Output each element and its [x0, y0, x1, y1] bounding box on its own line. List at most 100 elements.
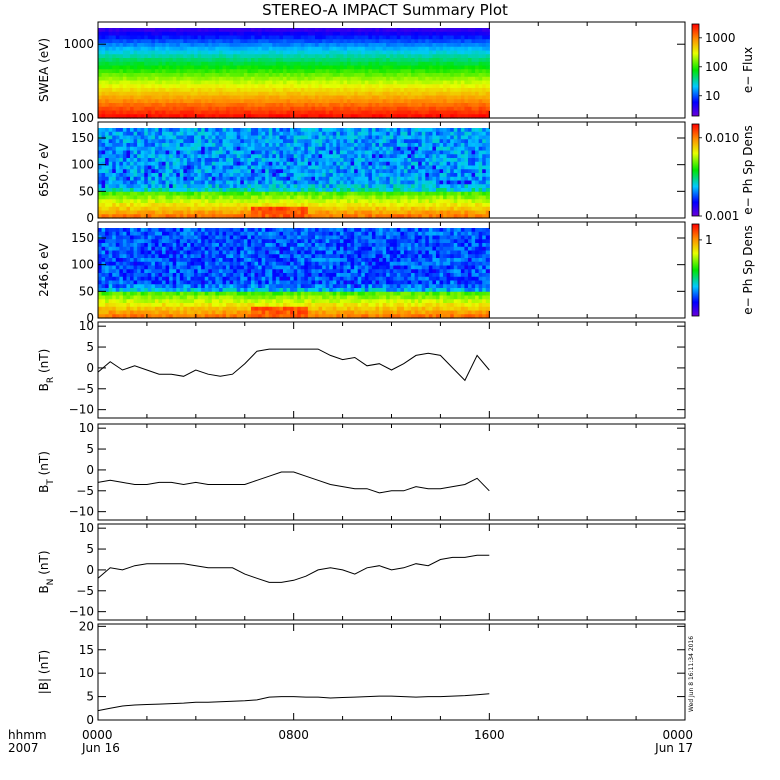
heatmap-cell [144, 58, 149, 63]
heatmap-cell [101, 158, 106, 163]
heatmap-cell [215, 39, 220, 44]
heatmap-cell [382, 114, 387, 119]
heatmap-cell [126, 69, 131, 74]
heatmap-cell [293, 43, 298, 48]
heatmap-cell [169, 188, 174, 193]
heatmap-cell [453, 80, 458, 85]
heatmap-cell [414, 206, 419, 212]
heatmap-cell [300, 161, 305, 167]
heatmap-cell [403, 188, 409, 193]
heatmap-cell [350, 54, 355, 59]
heatmap-cell [261, 31, 266, 37]
heatmap-cell [418, 80, 423, 85]
heatmap-cell [339, 146, 345, 152]
heatmap-cell [201, 150, 206, 155]
heatmap-cell [275, 61, 281, 67]
heatmap-cell [453, 39, 458, 44]
heatmap-cell [190, 210, 195, 215]
heatmap-cell [133, 169, 138, 174]
heatmap-cell [343, 31, 348, 37]
heatmap-cell [347, 146, 352, 152]
heatmap-cell [389, 69, 394, 74]
heatmap-cell [233, 146, 238, 152]
heatmap-cell [179, 180, 184, 185]
heatmap-cell [336, 195, 341, 200]
heatmap-cell [361, 69, 366, 74]
heatmap-cell [368, 43, 373, 48]
heatmap-cell [115, 106, 120, 112]
heatmap-cell [254, 54, 259, 59]
heatmap-cell [165, 195, 170, 200]
heatmap-cell [350, 154, 355, 159]
heatmap-cell [336, 176, 341, 182]
heatmap-cell [183, 199, 188, 204]
heatmap-cell [414, 169, 419, 174]
heatmap-cell [130, 99, 135, 104]
heatmap-cell [403, 54, 409, 59]
heatmap-cell [293, 73, 298, 78]
heatmap-cell [169, 110, 174, 115]
heatmap-cell [186, 150, 192, 155]
heatmap-cell [229, 210, 234, 215]
heatmap-cell [467, 76, 473, 82]
heatmap-cell [453, 73, 458, 78]
heatmap-cell [304, 128, 309, 133]
heatmap-cell [375, 73, 380, 78]
heatmap-cell [147, 69, 152, 74]
heatmap-cell [236, 69, 241, 74]
heatmap-cell [347, 99, 352, 104]
heatmap-cell [243, 76, 249, 82]
heatmap-cell [147, 110, 152, 115]
heatmap-cell [318, 110, 323, 115]
heatmap-cell [169, 206, 174, 212]
heatmap-cell [179, 76, 184, 82]
heatmap-cell [190, 43, 195, 48]
heatmap-cell [265, 69, 270, 74]
heatmap-cell [254, 180, 259, 185]
heatmap-cell [137, 139, 142, 144]
heatmap-cell [332, 146, 337, 152]
heatmap-cell [393, 188, 398, 193]
heatmap-cell [151, 139, 156, 144]
heatmap-cell [315, 95, 320, 100]
heatmap-cell [162, 128, 167, 133]
heatmap-cell [258, 176, 263, 182]
heatmap-cell [467, 88, 473, 93]
heatmap-cell [371, 184, 377, 189]
heatmap-cell [144, 188, 149, 193]
heatmap-cell [329, 203, 334, 208]
heatmap-cell [272, 176, 277, 182]
heatmap-cell [411, 99, 416, 104]
heatmap-cell [485, 80, 490, 85]
heatmap-cell [233, 180, 238, 185]
heatmap-cell [307, 88, 313, 93]
heatmap-cell [375, 114, 380, 119]
heatmap-cell [396, 91, 401, 97]
heatmap-cell [290, 46, 295, 52]
heatmap-cell [162, 99, 167, 104]
heatmap-cell [165, 180, 170, 185]
heatmap-cell [300, 199, 305, 204]
heatmap-cell [183, 46, 188, 52]
heatmap-cell [243, 191, 249, 197]
heatmap-cell [464, 110, 469, 115]
heatmap-cell [137, 128, 142, 133]
heatmap-cell [183, 128, 188, 133]
heatmap-cell [133, 188, 138, 193]
colorbar-tick-label: 100 [705, 60, 728, 74]
heatmap-cell [347, 206, 352, 212]
heatmap-cell [307, 139, 313, 144]
heatmap-cell [268, 99, 273, 104]
heatmap-cell [290, 214, 295, 219]
heatmap-cell [186, 80, 192, 85]
heatmap-cell [307, 65, 313, 70]
heatmap-cell [144, 110, 149, 115]
heatmap-cell [229, 39, 234, 44]
heatmap-cell [396, 84, 401, 89]
heatmap-cell [279, 103, 284, 108]
heatmap-cell [332, 184, 337, 189]
heatmap-cell [204, 88, 209, 93]
heatmap-cell [126, 65, 131, 70]
heatmap-cell [475, 39, 480, 44]
heatmap-cell [233, 191, 238, 197]
